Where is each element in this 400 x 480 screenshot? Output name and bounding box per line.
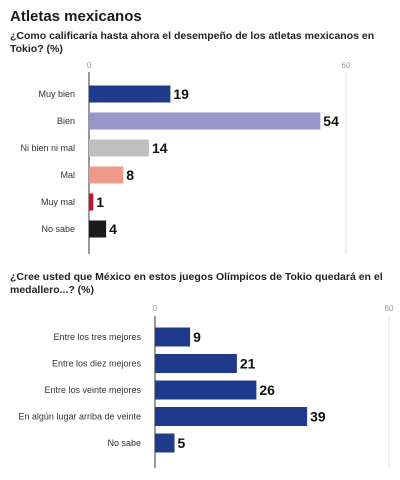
category-label: Bien — [57, 116, 75, 126]
bar — [89, 139, 149, 157]
data-label: 14 — [152, 140, 168, 156]
bar — [89, 166, 124, 184]
category-label: En algún lugar arriba de veinte — [18, 412, 141, 422]
tick-label: 0 — [153, 304, 158, 313]
category-label: Muy mal — [41, 197, 75, 207]
data-label: 39 — [310, 409, 326, 425]
question-1-title: ¿Como calificaría hasta ahora el desempe… — [10, 30, 375, 55]
data-label: 19 — [173, 86, 189, 102]
category-label: Entre los diez mejores — [52, 359, 142, 369]
bar — [155, 354, 237, 373]
category-label: No sabe — [107, 438, 141, 448]
bar — [155, 407, 308, 426]
page-title: Atletas mexicanos — [10, 8, 142, 25]
category-label: Ni bien ni mal — [20, 143, 75, 153]
category-label: Entre los tres mejores — [53, 332, 141, 342]
category-label: Mal — [60, 170, 75, 180]
bar — [155, 327, 191, 347]
data-label: 4 — [109, 221, 117, 237]
question-2-title: ¿Cree usted que México en estos juegos O… — [10, 271, 383, 296]
data-label: 8 — [126, 167, 134, 183]
data-label: 21 — [240, 356, 256, 372]
category-label: Entre los veinte mejores — [44, 385, 141, 395]
bar — [155, 433, 175, 453]
chart-1: 0 60 Muy bien 19 Bien 54 Ni bien ni mal 14 Mal 8 M… — [20, 61, 351, 254]
category-label: Muy bien — [38, 89, 75, 99]
bar — [89, 112, 321, 130]
tick-label: 60 — [385, 304, 394, 313]
bar — [89, 220, 107, 238]
tick-label: 60 — [342, 61, 351, 70]
data-label: 26 — [259, 382, 275, 398]
category-label: No sabe — [41, 224, 75, 234]
bar — [155, 380, 257, 400]
tick-label: 0 — [87, 61, 92, 70]
data-label: 5 — [178, 435, 186, 451]
chart-2: 0 60 Entre los tres mejores 9 Entre los diez… — [18, 304, 394, 468]
data-label: 54 — [323, 113, 339, 129]
bar — [89, 193, 94, 211]
data-label: 9 — [193, 329, 201, 345]
bar — [89, 85, 171, 103]
data-label: 1 — [96, 194, 104, 210]
